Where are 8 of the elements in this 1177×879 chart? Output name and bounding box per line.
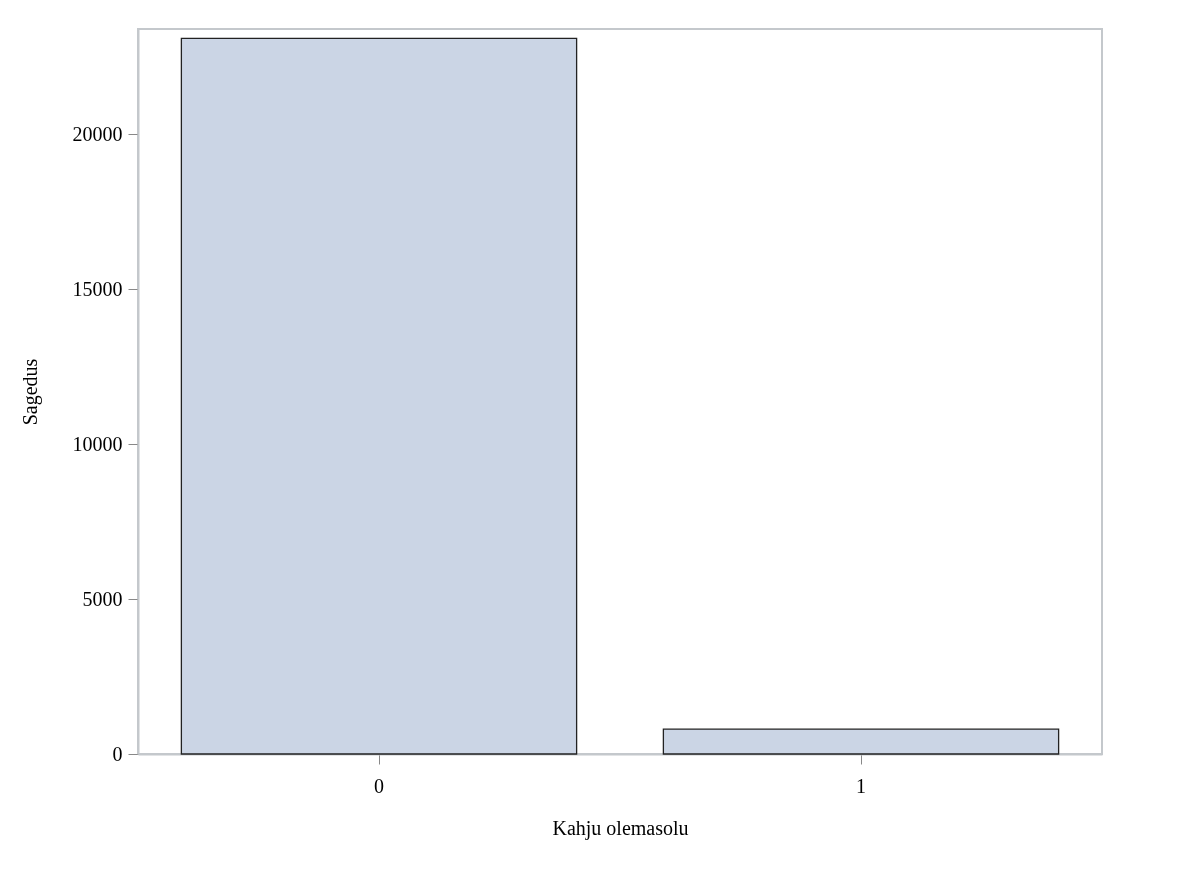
- y-axis-title: Sagedus: [18, 358, 42, 426]
- y-tick-label: 20000: [72, 122, 123, 145]
- y-tick-label: 10000: [72, 432, 123, 455]
- y-tick-label: 5000: [82, 587, 123, 610]
- y-tick-label: 0: [112, 742, 123, 765]
- x-tick-label: 1: [856, 774, 866, 797]
- x-axis-title: Kahju olemasolu: [552, 816, 689, 840]
- y-tick-label: 15000: [72, 277, 123, 300]
